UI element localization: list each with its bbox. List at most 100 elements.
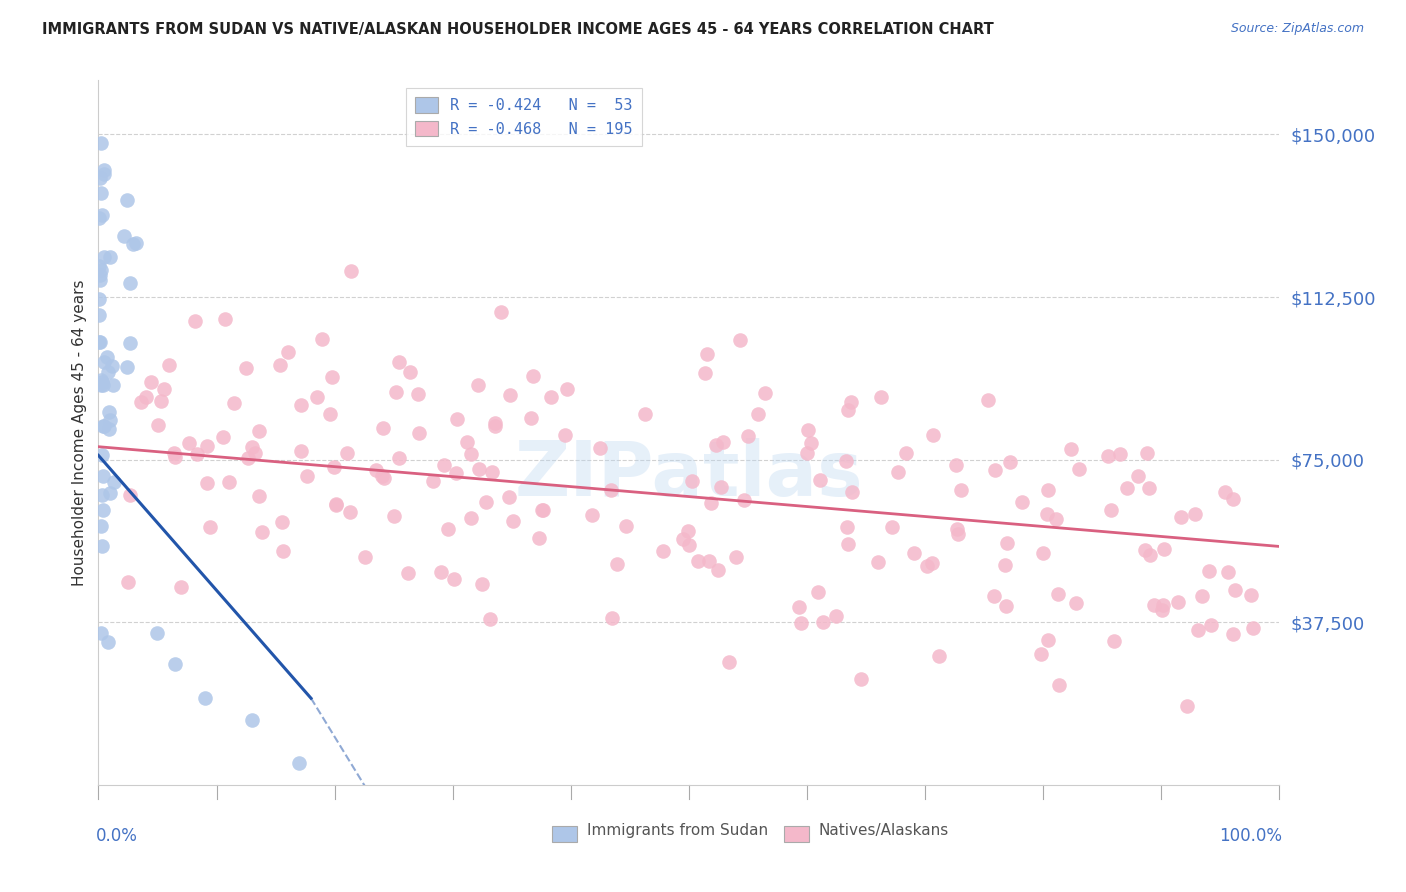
Point [90, 186, 112, 200]
Point [1184, 507, 1206, 521]
Point [91, 448, 114, 462]
Point [382, 508, 405, 523]
Point [93, 250, 115, 264]
Point [222, 396, 245, 410]
Point [373, 470, 395, 484]
Point [194, 691, 217, 706]
Point [1109, 447, 1132, 461]
Point [103, 377, 125, 392]
Point [307, 390, 329, 404]
Point [502, 514, 524, 528]
Point [530, 503, 553, 517]
Point [478, 612, 501, 626]
Point [388, 451, 411, 466]
Point [373, 421, 395, 435]
Point [98, 413, 121, 427]
Point [91, 469, 114, 483]
Point [484, 419, 506, 434]
Point [600, 611, 623, 625]
Point [437, 522, 460, 536]
Point [1099, 503, 1122, 517]
Point [311, 332, 333, 346]
Point [370, 469, 392, 483]
Point [531, 503, 554, 517]
Point [837, 537, 859, 551]
Point [87, 334, 110, 349]
Point [141, 376, 163, 390]
Point [706, 438, 728, 452]
Y-axis label: Householder Income Ages 45 - 64 years: Householder Income Ages 45 - 64 years [72, 279, 87, 586]
Point [921, 556, 943, 570]
Point [90, 262, 112, 277]
Point [269, 358, 291, 372]
Point [789, 615, 811, 630]
Point [949, 483, 972, 497]
Point [319, 407, 342, 421]
Point [825, 609, 848, 624]
Point [811, 615, 834, 630]
Point [90, 377, 112, 392]
Point [177, 436, 200, 450]
Point [399, 365, 422, 379]
Point [90, 375, 112, 389]
Point [839, 395, 862, 409]
Point [1116, 481, 1139, 495]
Point [887, 465, 910, 479]
Point [652, 544, 675, 558]
Point [101, 359, 124, 373]
Point [165, 450, 187, 465]
Point [218, 475, 240, 490]
Point [90, 373, 112, 387]
Point [122, 237, 145, 252]
Point [288, 756, 311, 771]
Point [170, 580, 193, 594]
Point [1047, 678, 1070, 692]
Point [197, 439, 219, 453]
Point [747, 407, 769, 421]
Point [903, 546, 925, 560]
Point [93, 162, 115, 177]
Point [97, 365, 120, 379]
Point [236, 450, 259, 465]
Point [717, 655, 740, 669]
Point [90, 488, 112, 502]
Text: Natives/Alaskans: Natives/Alaskans [818, 822, 949, 838]
Point [354, 550, 377, 565]
Point [1011, 495, 1033, 509]
Point [946, 527, 969, 541]
Point [89, 335, 111, 350]
Point [481, 465, 503, 479]
Point [1198, 564, 1220, 578]
Point [96, 350, 118, 364]
Point [600, 483, 623, 497]
Point [1152, 599, 1174, 613]
Point [1218, 565, 1240, 579]
Point [1133, 543, 1156, 558]
Point [733, 493, 755, 508]
Point [754, 385, 776, 400]
Point [1225, 582, 1247, 597]
Point [1150, 603, 1173, 617]
Point [998, 455, 1021, 469]
Point [240, 441, 263, 455]
Point [97, 635, 120, 649]
Point [633, 407, 655, 421]
Point [676, 524, 699, 538]
Point [89, 211, 111, 225]
Point [184, 314, 207, 328]
Point [87, 292, 110, 306]
Text: 100.0%: 100.0% [1219, 827, 1282, 846]
Point [118, 276, 141, 290]
Point [693, 366, 716, 380]
Point [406, 387, 429, 401]
Point [118, 335, 141, 350]
Point [995, 536, 1018, 550]
Point [835, 453, 858, 467]
Point [1139, 548, 1161, 562]
Point [87, 259, 110, 273]
Point [614, 519, 637, 533]
Point [90, 626, 112, 640]
Point [808, 473, 831, 487]
Point [163, 446, 186, 460]
Point [498, 490, 520, 504]
